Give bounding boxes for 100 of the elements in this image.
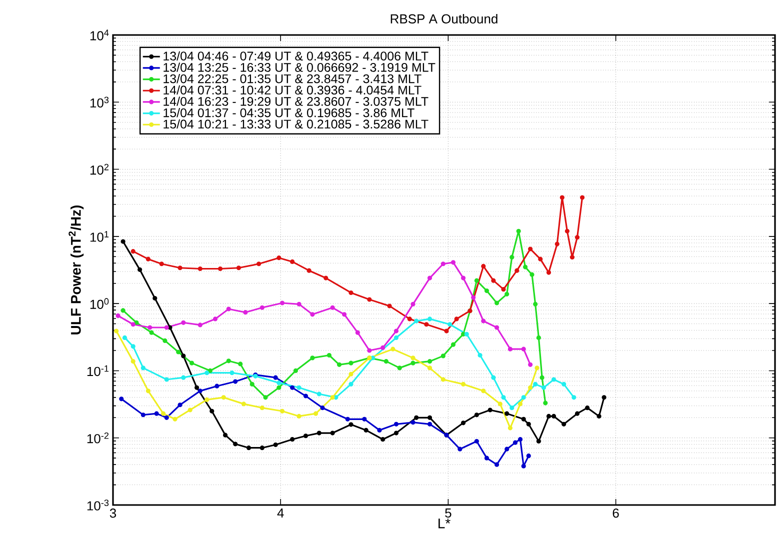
point [516,228,521,234]
point [494,462,500,467]
point [427,422,432,426]
point [221,395,226,400]
point [407,316,412,322]
point [454,316,459,322]
point [424,322,429,327]
point [387,304,392,308]
point [233,442,238,446]
point [491,375,496,380]
legend-label: 15/04 10:21 - 13:33 UT & 0.21085 - 3.5286 MLT [164,119,428,129]
point [138,267,142,272]
point [450,260,456,265]
y-tick-label: 10$^{3}$ [90,96,109,108]
point [458,446,462,452]
point [460,382,466,386]
point [226,358,231,364]
point [172,416,178,422]
point [546,270,552,275]
point [345,416,350,422]
point [320,406,325,410]
point [394,430,399,436]
point [481,388,486,394]
x-axis-title: L* [438,518,450,528]
point [330,305,335,310]
y-axis-title: ULF Power (nT$^{2}$/Hz) [68,206,84,334]
point [290,259,295,264]
point [290,437,295,442]
point [280,408,285,414]
point [176,350,181,354]
point [394,422,399,426]
point [390,346,396,352]
point [564,228,570,234]
point [514,268,520,273]
point [159,262,164,266]
point [348,422,354,427]
point [560,195,564,200]
point [198,266,202,272]
point [414,318,419,324]
point [198,322,202,328]
point [474,278,479,283]
y-tick-label: 10$^{-2}$ [87,432,109,444]
point [540,375,544,380]
point [146,256,150,262]
point [188,408,192,412]
point [427,359,432,364]
point [551,414,556,419]
point [602,395,606,400]
point [501,287,506,292]
point [310,312,315,317]
point [478,352,482,358]
point [238,362,243,366]
point [208,368,213,374]
point [120,239,126,244]
point [444,328,449,334]
point [521,416,526,422]
point [364,428,368,433]
y-tick-label: 10$^{-1}$ [87,365,109,376]
point [574,411,580,416]
point [293,368,298,374]
x-tick-label: 4 [277,508,284,518]
point [504,446,510,452]
point [348,360,354,366]
point [508,346,513,352]
point [198,388,202,394]
legend-label: 13/04 13:25 - 16:33 UT & 0.066692 - 3.1919 MLT [164,62,436,72]
point [330,430,335,436]
point [464,332,469,336]
point [533,382,538,386]
point [226,306,231,312]
point [348,372,354,376]
point [498,402,502,406]
point [570,254,575,260]
point [541,385,546,390]
point [260,305,264,310]
point [526,454,531,458]
point [534,366,540,370]
point [585,406,590,410]
point [521,395,526,400]
point [189,360,194,366]
point [243,310,248,315]
point [362,416,367,422]
point [146,388,150,394]
point [518,402,523,406]
point [204,397,210,402]
point [204,370,210,376]
y-tick-label: 10$^{2}$ [90,164,109,175]
point [280,300,285,306]
point [380,345,386,350]
point [296,302,302,306]
point [510,406,514,410]
y-tick-label: 10$^{1}$ [90,231,109,242]
point [394,328,399,334]
point [212,316,218,322]
legend-label: 13/04 04:46 - 07:49 UT & 0.49365 - 4.4006 MLT [164,51,428,61]
point [572,395,576,400]
point [348,290,354,296]
point [562,382,566,386]
point [218,266,223,272]
point [596,414,602,419]
